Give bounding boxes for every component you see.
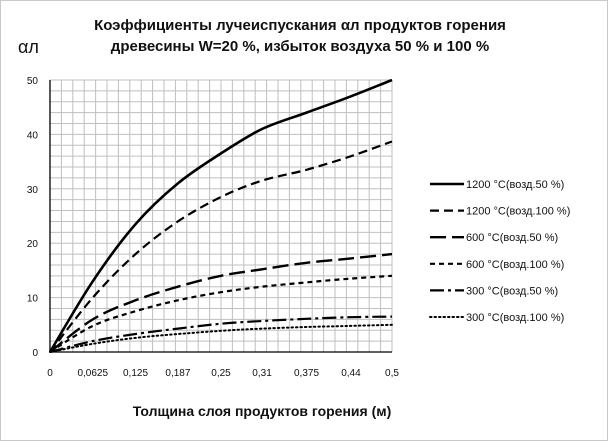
x-tick-label: 0,44: [341, 368, 361, 379]
x-tick-label: 0,0625: [77, 368, 108, 379]
x-tick-label: 0,25: [211, 368, 231, 379]
legend-label-5: 300 °С(возд.50 %): [466, 285, 558, 297]
y-axis-label: αл: [18, 37, 39, 57]
series-line-5: [49, 315, 393, 354]
x-tick-label: 0: [47, 368, 53, 379]
x-tick-label: 0,375: [294, 368, 319, 379]
chart-title-line2: древесины W=20 %, избыток воздуха 50 % и…: [111, 38, 489, 55]
chart-title-line1: Коэффициенты лучеиспускания αл продуктов…: [94, 17, 506, 34]
legend-label-6: 300 °С(возд.100 %): [466, 312, 564, 324]
y-tick-label: 10: [27, 294, 39, 305]
series-line-1: [48, 78, 393, 353]
plot-area: 0 10 20 30 40 50 0 0,0625 0,125 0,187 0,25 0,31 0,37…: [27, 76, 400, 379]
x-tick-label: 0,5: [385, 368, 399, 379]
series-line-6: [49, 323, 393, 353]
y-tick-label: 50: [27, 76, 39, 87]
series-line-3: [49, 252, 393, 353]
y-tick-label: 20: [27, 239, 39, 250]
x-tick-label: 0,31: [252, 368, 272, 379]
y-tick-label: 40: [27, 130, 39, 141]
x-tick-label: 0,125: [123, 368, 148, 379]
x-tick-label: 0,187: [165, 368, 190, 379]
legend: 1200 °С(возд.50 %) 1200 °С(возд.100 %) 600…: [429, 179, 570, 324]
series-line-2: [49, 140, 393, 353]
legend-label-1: 1200 °С(возд.50 %): [466, 179, 564, 191]
x-axis-label: Толщина слоя продуктов горения (м): [133, 403, 392, 419]
y-tick-label: 0: [32, 348, 38, 359]
legend-label-4: 600 °С(возд.100 %): [466, 259, 564, 271]
legend-label-2: 1200 °С(возд.100 %): [466, 206, 570, 218]
y-tick-label: 30: [27, 185, 39, 196]
series-line-4: [49, 274, 393, 353]
legend-label-3: 600 °С(возд.50 %): [466, 232, 558, 244]
